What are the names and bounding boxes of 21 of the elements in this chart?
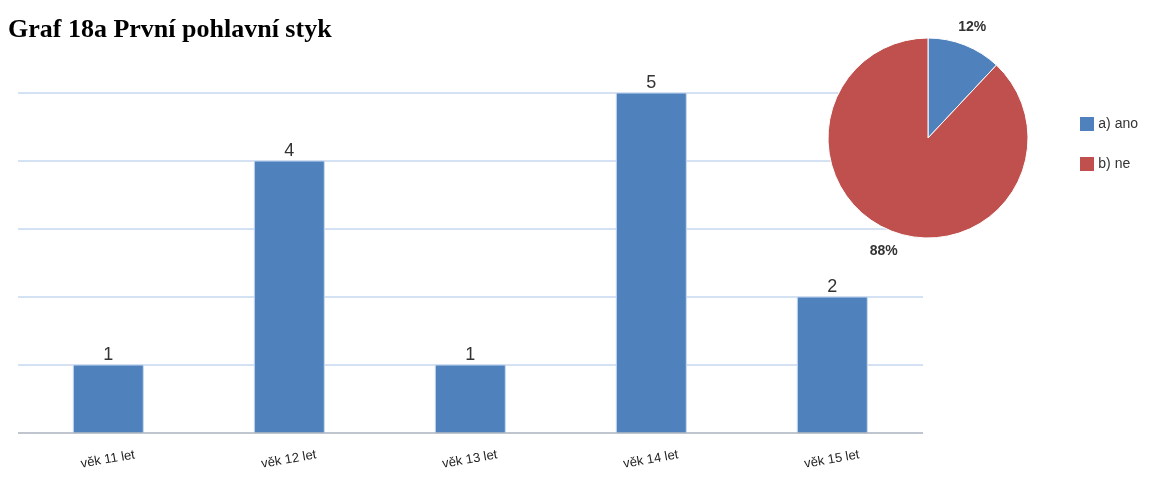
legend-label: b) ne [1098, 155, 1131, 171]
pie-slice [827, 37, 1029, 239]
chart-title: Graf 18a První pohlavní styk [8, 14, 332, 44]
data-label: 1 [103, 344, 114, 364]
x-tick-label: věk 14 let [622, 446, 680, 471]
data-label: 12% [958, 18, 987, 35]
data-label: 5 [646, 72, 657, 92]
data-label: 4 [284, 140, 295, 160]
bar [253, 160, 325, 433]
bar [434, 364, 506, 433]
bar [796, 296, 868, 433]
data-label: 2 [827, 276, 838, 296]
x-tick-label: věk 12 let [260, 446, 318, 471]
data-label: 1 [465, 344, 476, 364]
data-label: 88% [869, 241, 899, 258]
bar [72, 364, 144, 433]
x-tick-label: věk 15 let [803, 446, 861, 471]
legend-label: a) ano [1098, 115, 1138, 131]
bar [615, 93, 687, 433]
x-tick-label: věk 13 let [441, 446, 499, 471]
x-tick-label: věk 11 let [79, 446, 137, 471]
